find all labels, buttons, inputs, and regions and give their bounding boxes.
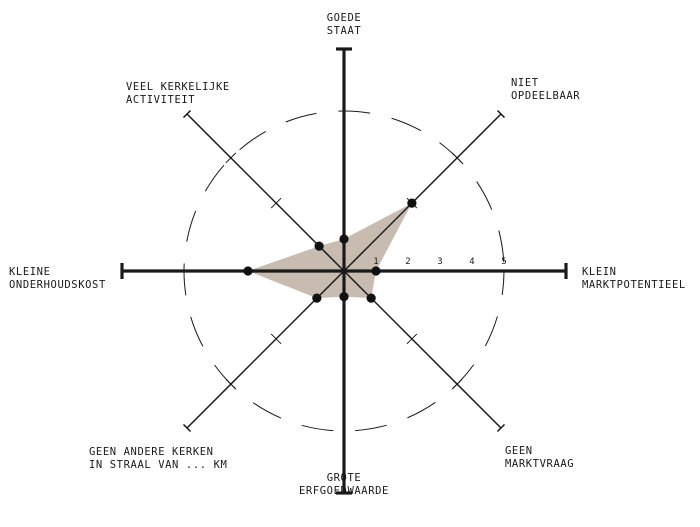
score-points [243, 198, 417, 303]
axis-label-niet-opdeelbaar: NIET OPDEELBAAR [511, 77, 580, 102]
axis-label-klein-marktpotentieel: KLEIN MARKTPOTENTIEEL [582, 266, 686, 291]
point-geen-andere-kerken [312, 293, 322, 303]
axis-geen-marktvraag [343, 270, 502, 429]
point-veel-kerkelijke-activiteit [314, 241, 324, 251]
axis-end-cap [496, 423, 506, 433]
scale-tick-label: 1 [373, 257, 378, 267]
axis-label-geen-marktvraag: GEEN MARKTVRAAG [505, 445, 574, 470]
axis-end-cap [496, 109, 506, 119]
axis-end-cap [182, 109, 192, 119]
axis-niet-opdeelbaar [343, 113, 502, 272]
axis-label-kleine-onderhoudskost: KLEINE ONDERHOUDSKOST [9, 266, 106, 291]
axis-geen-andere-kerken [186, 270, 345, 429]
point-niet-opdeelbaar [407, 198, 417, 208]
point-kleine-onderhoudskost [243, 266, 253, 276]
axis-end-cap [182, 423, 192, 433]
axes [120, 47, 568, 495]
axis-labels: GOEDE STAAT NIET OPDEELBAAR KLEIN MARKTPOTENT… [9, 12, 686, 497]
scale-tick-label: 2 [405, 257, 410, 267]
scale-tick-label: 4 [469, 257, 474, 267]
axis-label-goede-staat: GOEDE STAAT [327, 12, 362, 37]
axis-label-grote-erfgoedwaarde: GROTE ERFGOEDWAARDE [299, 472, 389, 497]
scale-tick-label: 5 [501, 257, 506, 267]
point-goede-staat [339, 234, 349, 244]
point-geen-marktvraag [366, 293, 376, 303]
score-area [248, 203, 412, 299]
scale-labels: 1 2 3 4 5 [373, 257, 506, 267]
scale-tick-label: 3 [437, 257, 442, 267]
axis-label-geen-andere-kerken: GEEN ANDERE KERKEN IN STRAAL VAN ... KM [89, 446, 227, 471]
point-klein-marktpotentieel [371, 266, 381, 276]
axis-label-veel-kerkelijke-activiteit: VEEL KERKELIJKE ACTIVITEIT [126, 81, 230, 106]
point-grote-erfgoedwaarde [339, 292, 349, 302]
